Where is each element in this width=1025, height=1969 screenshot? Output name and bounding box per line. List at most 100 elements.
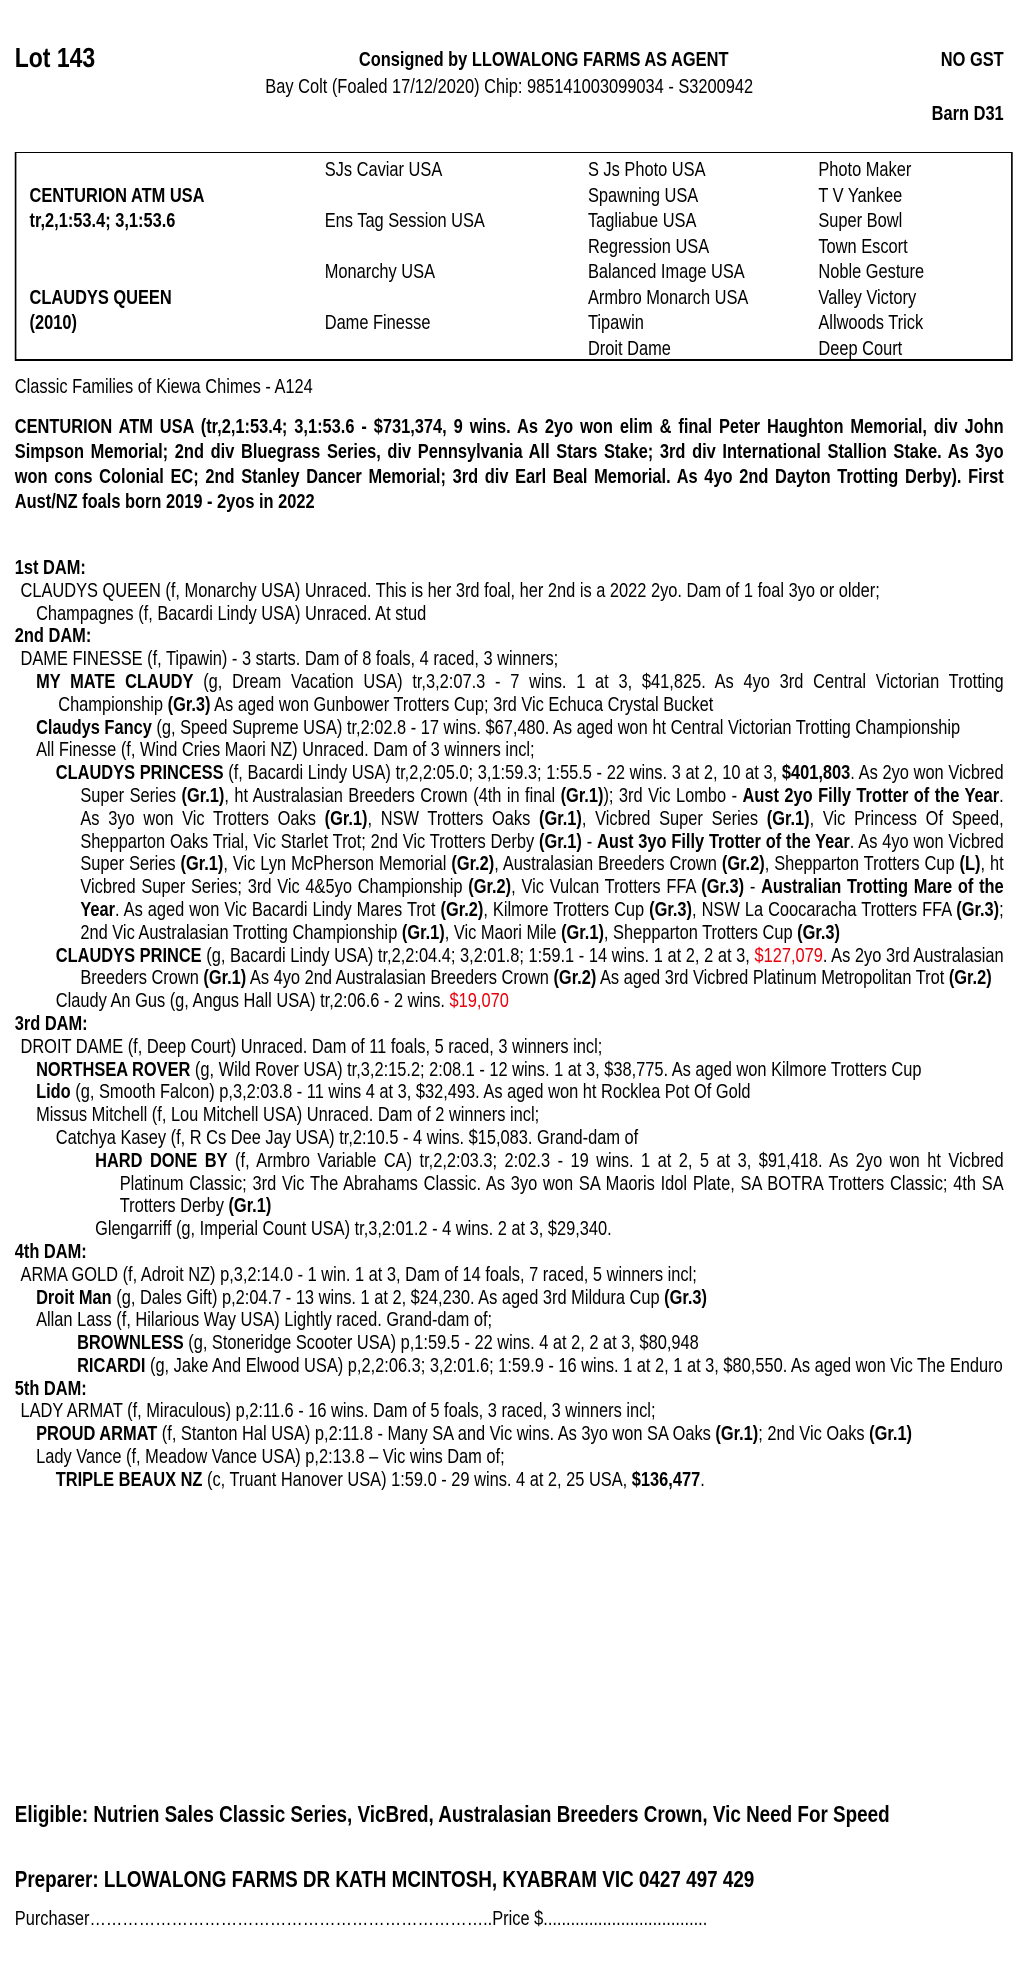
entry-text: Claudys Fancy — [36, 716, 152, 739]
pedigree-cell: Tagliabue USA — [587, 210, 697, 232]
pedigree-row: CLAUDYS QUEEN Armbro Monarch USA Valley Vi… — [16, 286, 1011, 312]
entry-text: Aust 2yo Filly Trotter of the Year — [742, 784, 1000, 807]
entry-text: As 4yo 2nd Australasian Breeders Crown — [246, 967, 554, 990]
entry-text: . As 2yo 3rd Australasian Breeders Crown — [80, 944, 1004, 990]
entry-text: CLAUDYS PRINCESS — [55, 762, 224, 785]
entry-text: (Gr.1) — [539, 830, 582, 853]
dam-heading: 3rd DAM: — [14, 1012, 88, 1035]
entry-text: (Gr.1) — [324, 807, 368, 830]
entry-text: Lido — [36, 1081, 71, 1104]
pedigree-cell: Ens Tag Session USA — [324, 210, 485, 232]
pedigree-cell: Tipawin — [587, 312, 644, 334]
pedigree-cell: Noble Gesture — [818, 261, 925, 283]
pedigree-entry: PROUD ARMAT (f, Stanton Hal USA) p,2:11.… — [0, 1423, 1004, 1446]
entry-text: (L) — [959, 853, 981, 876]
entry-text: NORTHSEA ROVER — [36, 1058, 191, 1081]
entry-text: (g, Smooth Falcon) p,3,2:03.8 - 11 wins … — [70, 1081, 751, 1104]
entry-text: (Gr.2) — [468, 876, 512, 899]
entry-text: , ht Vicbred Super Series; 3rd Vic 4&5yo… — [80, 853, 1004, 899]
dam-heading: 4th DAM: — [14, 1240, 87, 1263]
entry-text: PROUD ARMAT — [36, 1423, 158, 1446]
pedigree-entry: LADY ARMAT (f, Miraculous) p,2:11.6 - 16… — [0, 1400, 1004, 1423]
entry-text: (g, Jake And Elwood USA) p,2,2:06.3; 3,2… — [145, 1354, 1003, 1377]
pedigree-entry: CLAUDYS PRINCE (g, Bacardi Lindy USA) tr… — [0, 945, 1004, 991]
entry-text: As aged won Gunbower Trotters Cup; 3rd V… — [210, 693, 714, 716]
pedigree-row: tr,2,1:53.4; 3,1:53.6 Ens Tag Session USA… — [16, 209, 1011, 235]
pedigree-entry: DROIT DAME (f, Deep Court) Unraced. Dam … — [0, 1036, 1004, 1059]
entry-text: (g, Wild Rover USA) tr,3,2:15.2; 2:08.1 … — [190, 1058, 922, 1081]
pedigree-entry: All Finesse (f, Wind Cries Maori NZ) Unr… — [0, 739, 1004, 762]
dam-heading: 5th DAM: — [14, 1377, 87, 1400]
entry-text: , Kilmore Trotters Cup — [483, 898, 650, 921]
entry-text: (g, Speed Supreme USA) tr,2:02.8 - 17 wi… — [151, 716, 961, 739]
pedigree-cell: Valley Victory — [818, 286, 917, 309]
entry-text: (Gr.2) — [553, 967, 597, 990]
pedigree-cell: Droit Dame — [587, 337, 671, 360]
pedigree-row: (2010) Dame Finesse Tipawin Allwoods Trick — [16, 311, 1011, 337]
pedigree-cell: tr,2,1:53.4; 3,1:53.6 — [29, 210, 176, 232]
entry-text: (Gr.3) — [797, 921, 841, 944]
pedigree-entry: Missus Mitchell (f, Lou Mitchell USA) Un… — [0, 1104, 1004, 1127]
pedigree-notes: 1st DAM: CLAUDYS QUEEN (f, Monarchy USA) … — [0, 557, 1004, 1492]
entry-text: . As aged won Vic Bacardi Lindy Mares Tr… — [115, 898, 441, 921]
entry-text: (Gr.3) — [664, 1286, 707, 1309]
entry-text: (Gr.1) — [228, 1195, 272, 1218]
eligibility: Eligible: Nutrien Sales Classic Series, … — [14, 1801, 890, 1827]
pedigree-row: Monarchy USA Balanced Image USA Noble Gest… — [16, 260, 1011, 286]
entry-text: ; 2nd Vic Oaks — [758, 1423, 870, 1446]
consignor: Consigned by LLOWALONG FARMS AS AGENT — [358, 49, 729, 71]
entry-text: Champagnes (f, Bacardi Lindy USA) Unrace… — [36, 602, 427, 625]
pedigree-entry: TRIPLE BEAUX NZ (c, Truant Hanover USA) … — [0, 1469, 1004, 1492]
barn-location: Barn D31 — [931, 103, 1004, 125]
entry-text: - — [581, 830, 597, 853]
preparer: Preparer: LLOWALONG FARMS DR KATH MCINTO… — [14, 1866, 755, 1892]
pedigree-row: CENTURION ATM USA Spawning USA T V Yankee — [16, 184, 1011, 210]
entry-text: (Gr.3) — [701, 876, 745, 899]
entry-text: , Vic Lyn McPherson Memorial — [223, 853, 452, 876]
pedigree-cell: Super Bowl — [818, 210, 903, 232]
entry-text: , ht Australasian Breeders Crown (4th in… — [224, 784, 561, 807]
highlighted-prizemoney: $19,070 — [449, 990, 509, 1013]
sire-summary: CENTURION ATM USA (tr,2,1:53.4; 3,1:53.6… — [14, 416, 1004, 513]
entry-text: (Gr.1) — [869, 1423, 913, 1446]
pedigree-entry: HARD DONE BY (f, Armbro Variable CA) tr,… — [0, 1150, 1004, 1218]
entry-text: (Gr.2) — [721, 853, 765, 876]
entry-text: Catchya Kasey (f, R Cs Dee Jay USA) tr,2… — [55, 1126, 639, 1149]
entry-text: CLAUDYS QUEEN (f, Monarchy USA) Unraced.… — [20, 579, 880, 602]
pedigree-entry: Claudys Fancy (g, Speed Supreme USA) tr,… — [0, 717, 1004, 740]
pedigree-entry: Droit Man (g, Dales Gift) p,2:04.7 - 13 … — [0, 1287, 1004, 1310]
entry-text: Claudy An Gus (g, Angus Hall USA) tr,2:0… — [55, 990, 450, 1013]
entry-text: (f, Stanton Hal USA) p,2:11.8 - Many SA … — [157, 1423, 716, 1446]
entry-text: , Australasian Breeders Crown — [494, 853, 722, 876]
entry-text: (Gr.1) — [181, 784, 225, 807]
entry-text: Aust 3yo Filly Trotter of the Year — [596, 830, 850, 853]
pedigree-entry: MY MATE CLAUDY (g, Dream Vacation USA) t… — [0, 671, 1004, 717]
entry-text: $136,477 — [631, 1468, 701, 1491]
pedigree-cell: Balanced Image USA — [587, 261, 745, 283]
pedigree-cell: CENTURION ATM USA — [29, 184, 205, 207]
entry-text: HARD DONE BY — [95, 1149, 228, 1172]
horse-details: Bay Colt (Foaled 17/12/2020) Chip: 98514… — [265, 76, 754, 98]
pedigree-entry: Catchya Kasey (f, R Cs Dee Jay USA) tr,2… — [0, 1127, 1004, 1150]
entry-text: . — [700, 1468, 705, 1491]
pedigree-entry: Champagnes (f, Bacardi Lindy USA) Unrace… — [0, 603, 1004, 626]
entry-text: TRIPLE BEAUX NZ — [55, 1468, 203, 1491]
pedigree-cell: Deep Court — [818, 337, 903, 360]
entry-text: . As 2yo won Vicbred Super Series — [80, 762, 1004, 807]
entry-text: (Gr.2) — [440, 898, 484, 921]
entry-text: Lady Vance (f, Meadow Vance USA) p,2:13.… — [36, 1446, 505, 1469]
entry-text: (c, Truant Hanover USA) 1:59.0 - 29 wins… — [202, 1468, 632, 1491]
entry-text: (f, Bacardi Lindy USA) tr,2,2:05.0; 3,1:… — [223, 762, 782, 785]
lot-number: Lot 143 — [14, 42, 96, 73]
pedigree-entry: CLAUDYS QUEEN (f, Monarchy USA) Unraced.… — [0, 580, 1004, 603]
entry-text: Glengarriff (g, Imperial Count USA) tr,3… — [95, 1218, 612, 1241]
pedigree-entry: Lido (g, Smooth Falcon) p,3,2:03.8 - 11 … — [0, 1081, 1004, 1104]
family-line: Classic Families of Kiewa Chimes - A124 — [14, 376, 313, 398]
pedigree-cell: Monarchy USA — [324, 261, 436, 283]
pedigree-entry: RICARDI (g, Jake And Elwood USA) p,2,2:0… — [0, 1355, 1004, 1378]
entry-text: $401,803 — [781, 762, 851, 785]
pedigree-cell: Photo Maker — [818, 159, 912, 181]
pedigree-cell: Dame Finesse — [324, 312, 431, 334]
purchaser-price-line: Purchaser………………………………………………………………..Price… — [14, 1908, 708, 1930]
